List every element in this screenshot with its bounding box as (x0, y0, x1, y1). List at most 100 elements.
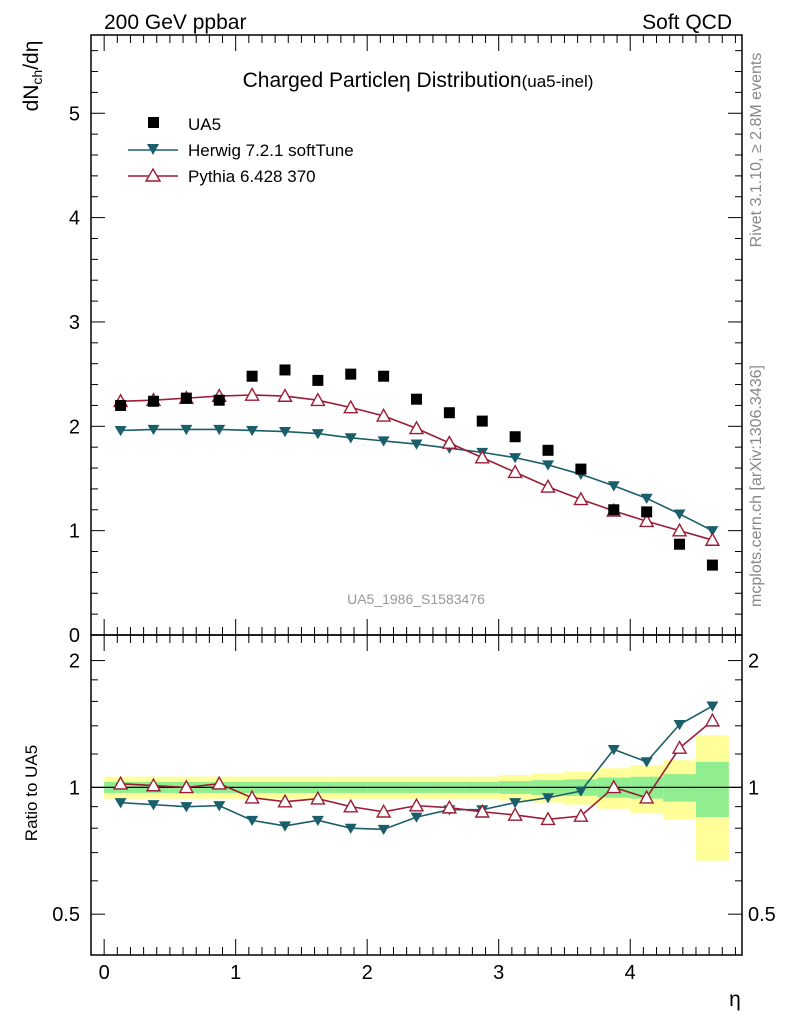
ua5-point (378, 370, 390, 382)
main-ylabel: dNch/dη (20, 41, 45, 112)
pythia-ratio-point (606, 779, 622, 794)
pythia-ratio-point (671, 740, 688, 754)
ua5-point (542, 444, 554, 456)
herwig-point (344, 433, 357, 444)
main-ylabel-tail: /dη (20, 41, 43, 70)
herwig-ratio-point (246, 815, 259, 827)
y-tick-label: 3 (69, 312, 80, 334)
ua5-point (706, 559, 718, 571)
axis-ticks (91, 35, 742, 955)
ratio-y-tick-label: 2 (69, 651, 80, 673)
pythia-ratio-point (474, 803, 490, 818)
herwig-point (706, 526, 719, 537)
pythia-ratio-point (211, 775, 227, 790)
herwig-point (246, 425, 259, 437)
pythia-ratio-point (145, 777, 162, 792)
y-tick-label: 5 (69, 103, 80, 125)
ratio-y-tick-label: 0.5 (52, 904, 80, 926)
pythia-ratio-point (277, 793, 293, 808)
watermark: UA5_1986_S1583476 (347, 591, 485, 607)
herwig-point (410, 439, 423, 450)
ua5-point (279, 364, 291, 376)
legend: UA5 Herwig 7.2.1 softTune Pythia 6.428 3… (128, 115, 354, 186)
y-tick-label: 0 (69, 625, 80, 647)
herwig-ratio-point (640, 757, 653, 768)
pythia-point (671, 522, 688, 537)
rivet-label: Rivet 3.1.10, ≥ 2.8M events (748, 53, 765, 248)
legend-pythia-marker (144, 167, 162, 182)
pythia-point (310, 392, 326, 407)
main-ylabel-sub: ch (29, 70, 45, 85)
ratio-y-tick-label-right: 0.5 (748, 904, 776, 926)
pythia-point (244, 387, 260, 401)
pythia-point (573, 491, 589, 506)
legend-herwig-marker (147, 144, 159, 155)
herwig-point (114, 425, 127, 437)
pythia-ratio-point (310, 790, 326, 805)
band-inner (695, 761, 729, 818)
pythia-point (704, 532, 721, 546)
plot-title-main: Charged Particle (243, 69, 399, 92)
ua5-point (509, 431, 521, 443)
legend-herwig-label: Herwig 7.2.1 softTune (188, 141, 354, 160)
mcplots-label: mcplots.cern.ch [arXiv:1306.3436] (748, 365, 765, 607)
header-left: 200 GeV ppbar (104, 11, 246, 34)
pythia-point (540, 478, 556, 493)
ratio-y-tick-label-right: 2 (748, 651, 759, 673)
pythia-ratio-point (178, 779, 195, 794)
ua5-point (213, 394, 225, 406)
plot-title-eta: η (399, 69, 411, 92)
x-axis-label: η (729, 988, 741, 1011)
herwig-point (213, 424, 226, 436)
herwig-point (607, 481, 620, 492)
pythia-ratio-point (507, 807, 523, 821)
x-tick-label: 1 (230, 962, 241, 984)
herwig-point (311, 429, 324, 440)
ua5-point (411, 393, 422, 405)
pythia-ratio-point (441, 799, 458, 814)
herwig-ratio-point (706, 701, 719, 712)
ua5-point (443, 407, 455, 419)
pythia-ratio-point (573, 808, 589, 822)
plot-title-rest: Distribution (411, 69, 522, 92)
herwig-point (278, 427, 291, 438)
y-tick-label: 4 (69, 208, 80, 230)
plot-title: Charged Particleη Distribution(ua5-inel) (243, 69, 594, 92)
herwig-point (509, 453, 522, 464)
pythia-ratio-point (343, 798, 359, 813)
ua5-point (476, 415, 488, 427)
plot-title-sub: (ua5-inel) (522, 72, 594, 91)
pythia-ratio-point (704, 712, 721, 727)
ua5-point (115, 399, 127, 411)
herwig-point (673, 509, 686, 520)
header-right: Soft QCD (642, 11, 732, 34)
ratio-ylabel: Ratio to UA5 (22, 745, 41, 841)
ratio-frame (90, 634, 743, 956)
herwig-ratio-point (607, 745, 620, 756)
ua5-point (575, 463, 587, 475)
y-tick-label: 2 (69, 416, 80, 438)
ratio-y-tick-label: 1 (69, 777, 80, 799)
pythia-ratio-point (244, 789, 260, 804)
herwig-ratio-point (344, 823, 357, 834)
legend-ua5-label: UA5 (188, 115, 221, 134)
x-tick-label: 2 (362, 962, 373, 984)
pythia-point (507, 464, 523, 479)
herwig-ratio-point (114, 798, 127, 809)
tick-labels: 0 1 2 3 4 5 0 1 2 3 4 0.5 0.5 1 1 2 2 (52, 103, 776, 984)
pythia-line (120, 394, 713, 541)
herwig-ratio-point (213, 801, 226, 812)
pythia-point (441, 435, 458, 449)
ratio-y-tick-label-right: 1 (748, 777, 759, 799)
pythia-point (343, 399, 359, 414)
ua5-point (608, 504, 620, 516)
pythia-point (277, 388, 293, 402)
herwig-ratio-point (509, 798, 522, 809)
herwig-ratio-point (377, 824, 390, 836)
legend-ua5-marker (148, 117, 159, 128)
pythia-ratio-point (638, 789, 655, 804)
herwig-ratio-point (311, 815, 324, 827)
series-layer (112, 364, 721, 836)
pythia-point (474, 449, 490, 464)
